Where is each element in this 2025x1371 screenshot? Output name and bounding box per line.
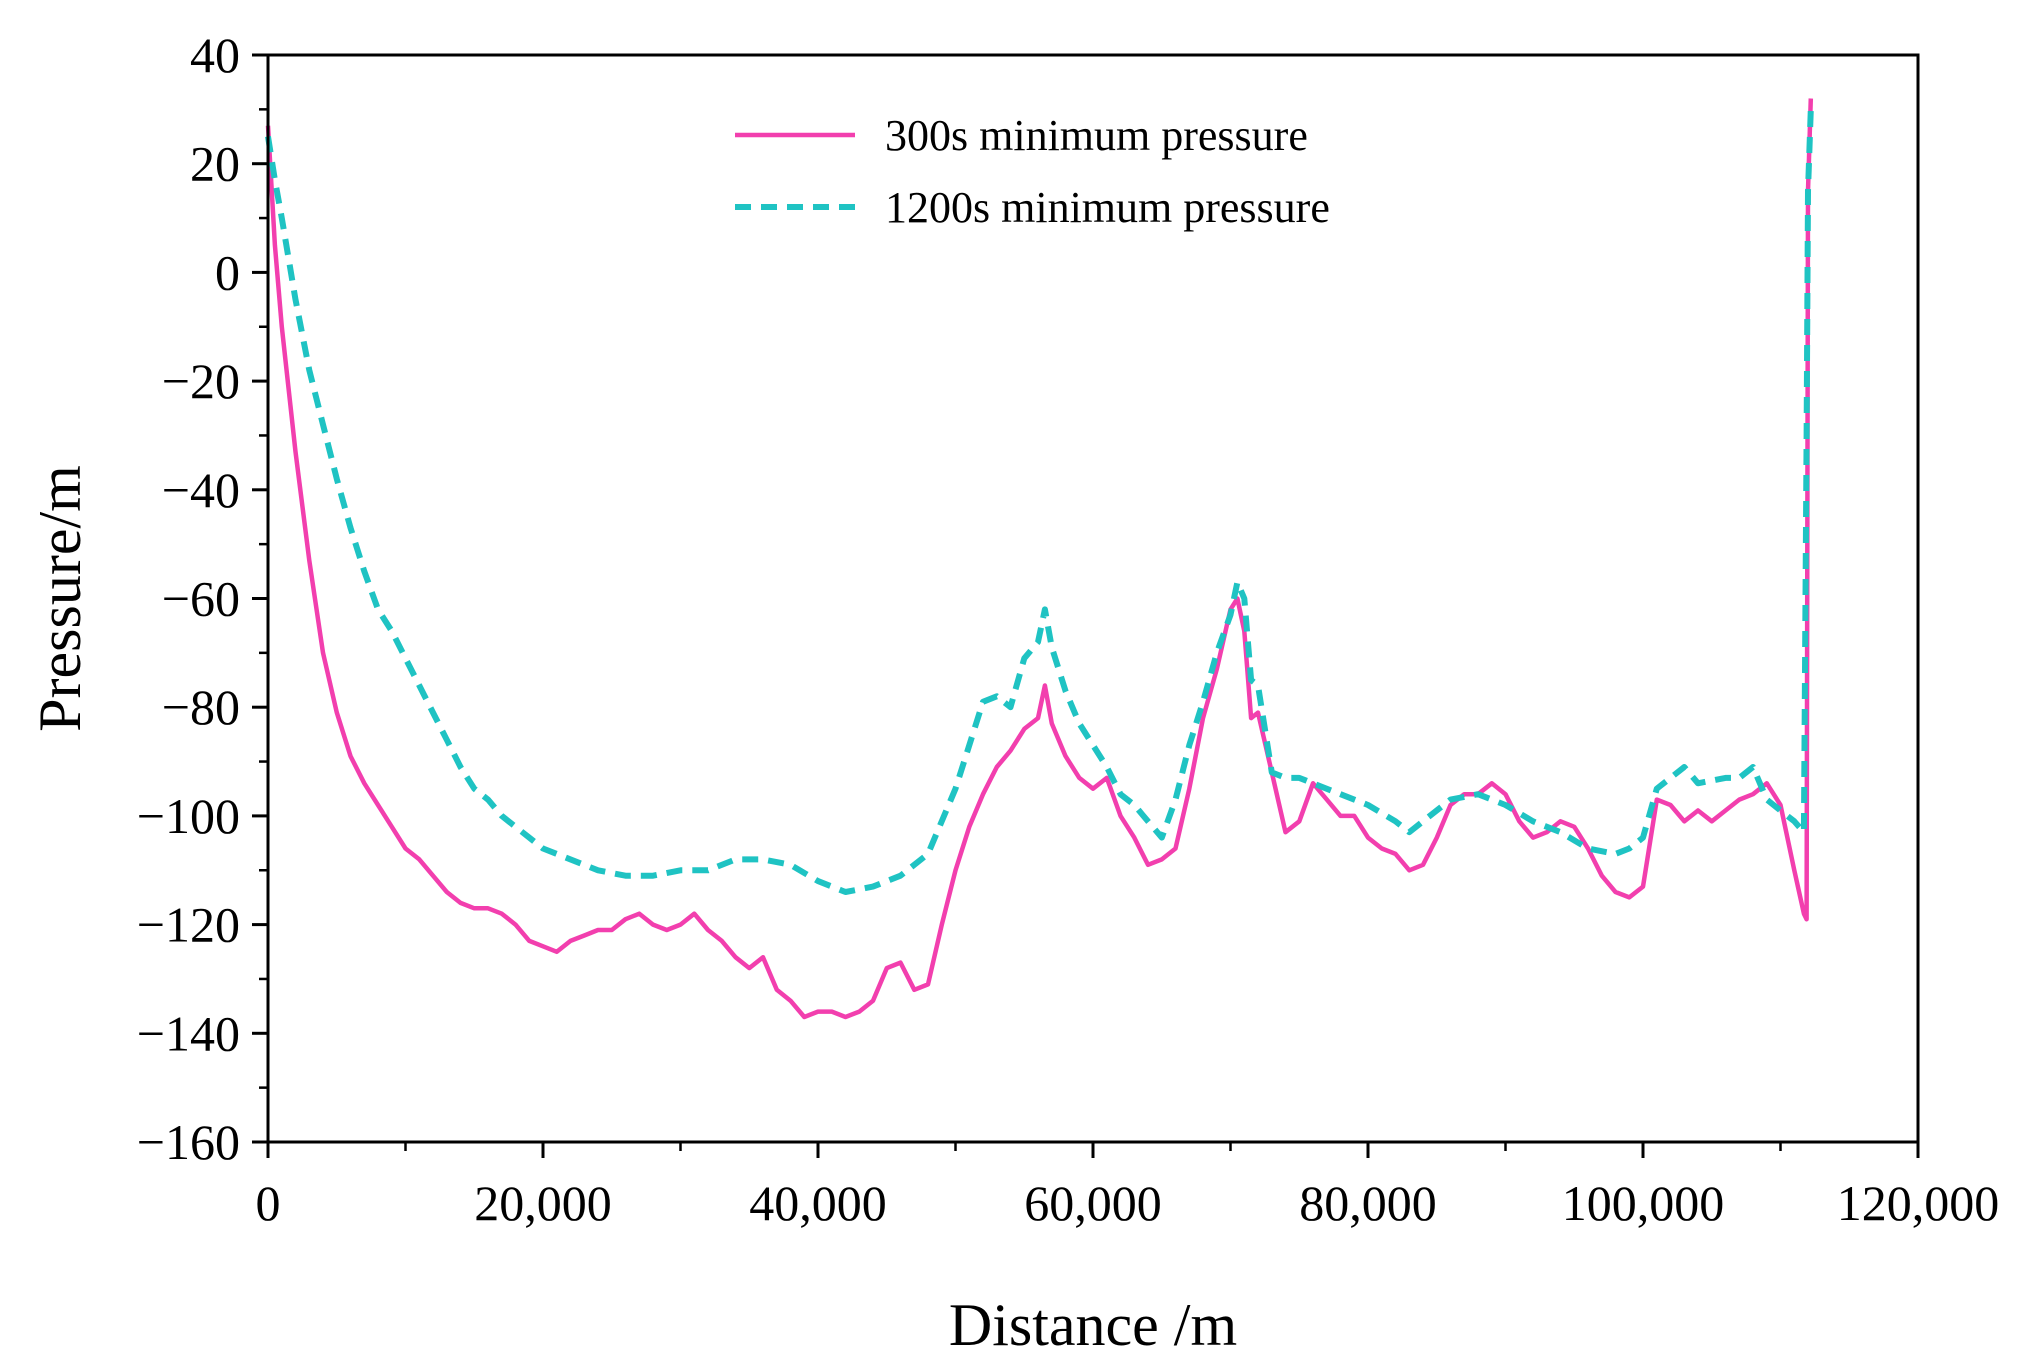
y-tick-label: 40 <box>190 27 240 83</box>
x-tick-label: 20,000 <box>474 1175 612 1231</box>
y-tick-label: 20 <box>190 136 240 192</box>
y-tick-label: −140 <box>137 1005 240 1061</box>
x-tick-label: 100,000 <box>1562 1175 1725 1231</box>
legend-label: 1200s minimum pressure <box>885 183 1330 232</box>
series-line-300s <box>265 98 1814 1020</box>
x-tick-label: 120,000 <box>1837 1175 2000 1231</box>
x-tick-label: 0 <box>256 1175 281 1231</box>
y-axis-title: Pressure/m <box>27 465 93 732</box>
x-tick-label: 60,000 <box>1024 1175 1162 1231</box>
series-line-1200s <box>265 109 1814 895</box>
x-tick-label: 80,000 <box>1299 1175 1437 1231</box>
y-tick-label: −100 <box>137 788 240 844</box>
legend-label: 300s minimum pressure <box>885 111 1308 160</box>
y-tick-label: −120 <box>137 897 240 953</box>
y-tick-label: −160 <box>137 1114 240 1170</box>
y-tick-label: 0 <box>215 244 240 300</box>
y-tick-label: −40 <box>162 462 240 518</box>
x-tick-label: 40,000 <box>749 1175 887 1231</box>
y-tick-label: −60 <box>162 571 240 627</box>
x-axis-title: Distance /m <box>949 1292 1237 1358</box>
y-tick-label: −20 <box>162 353 240 409</box>
y-tick-label: −80 <box>162 679 240 735</box>
